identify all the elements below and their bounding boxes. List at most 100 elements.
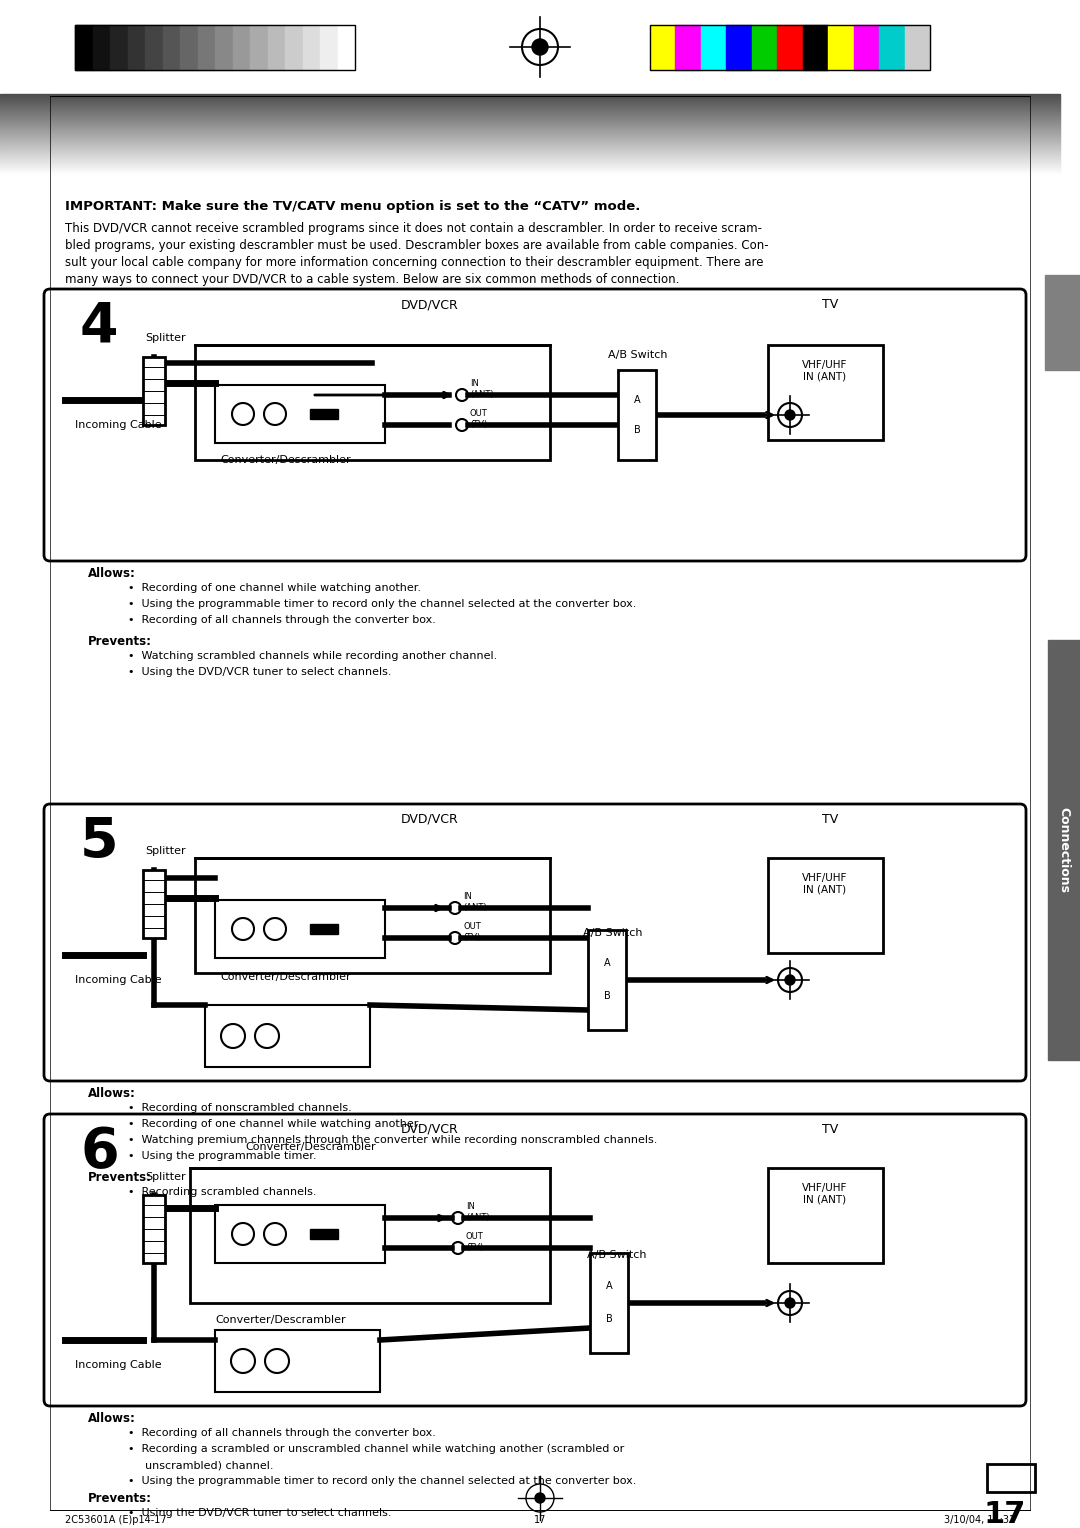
- Bar: [268, 24, 285, 70]
- Text: many ways to connect your DVD/VCR to a cable system. Below are six common method: many ways to connect your DVD/VCR to a c…: [65, 274, 679, 286]
- Text: OUT
(TV): OUT (TV): [465, 1232, 484, 1251]
- Text: unscrambled) channel.: unscrambled) channel.: [145, 1459, 273, 1470]
- Text: A/B Switch: A/B Switch: [588, 1250, 647, 1261]
- Text: •  Using the programmable timer to record only the channel selected at the conve: • Using the programmable timer to record…: [129, 599, 636, 610]
- Bar: [650, 24, 675, 70]
- Bar: [215, 900, 384, 958]
- Bar: [853, 24, 879, 70]
- Text: TV: TV: [822, 813, 838, 827]
- Bar: [249, 24, 268, 70]
- Bar: [310, 410, 338, 419]
- Text: Allows:: Allows:: [87, 1086, 136, 1100]
- Text: DVD/VCR: DVD/VCR: [401, 298, 459, 312]
- Bar: [590, 1253, 627, 1352]
- FancyBboxPatch shape: [44, 804, 1026, 1080]
- Bar: [768, 859, 883, 953]
- Bar: [302, 24, 320, 70]
- Circle shape: [221, 1024, 245, 1048]
- Text: A: A: [604, 958, 610, 969]
- Text: Incoming Cable: Incoming Cable: [75, 420, 162, 429]
- Circle shape: [231, 1349, 255, 1374]
- Bar: [752, 24, 778, 70]
- Bar: [143, 1195, 165, 1264]
- Text: 2C53601A (E)p14-17: 2C53601A (E)p14-17: [65, 1514, 166, 1525]
- Bar: [1045, 275, 1080, 370]
- Bar: [310, 924, 338, 934]
- Text: •  Using the programmable timer.: • Using the programmable timer.: [129, 1151, 316, 1161]
- Text: •  Recording of all channels through the converter box.: • Recording of all channels through the …: [129, 614, 436, 625]
- Bar: [145, 24, 162, 70]
- Text: DVD/VCR: DVD/VCR: [401, 1123, 459, 1135]
- Circle shape: [255, 1024, 279, 1048]
- Text: DVD/VCR: DVD/VCR: [401, 813, 459, 827]
- Bar: [143, 869, 165, 938]
- Circle shape: [785, 975, 795, 986]
- Text: OUT
(TV): OUT (TV): [470, 410, 488, 429]
- Text: Incoming Cable: Incoming Cable: [75, 1360, 162, 1371]
- Text: B: B: [634, 425, 640, 435]
- Text: IMPORTANT: Make sure the TV/CATV menu option is set to the “CATV” mode.: IMPORTANT: Make sure the TV/CATV menu op…: [65, 200, 640, 212]
- Bar: [1048, 640, 1080, 1060]
- Bar: [190, 1167, 550, 1303]
- Text: OUT
(TV): OUT (TV): [463, 923, 481, 941]
- Text: 5: 5: [80, 814, 119, 869]
- Bar: [768, 1167, 883, 1264]
- Bar: [198, 24, 215, 70]
- Text: Prevents:: Prevents:: [87, 1491, 152, 1505]
- Bar: [828, 24, 853, 70]
- Text: Splitter: Splitter: [145, 847, 186, 856]
- Text: •  Watching premium channels through the converter while recording nonscrambled : • Watching premium channels through the …: [129, 1135, 658, 1144]
- Text: Splitter: Splitter: [145, 1172, 186, 1183]
- Text: Splitter: Splitter: [145, 333, 186, 342]
- FancyBboxPatch shape: [44, 289, 1026, 561]
- Text: Converter/Descrambler: Converter/Descrambler: [215, 1316, 346, 1325]
- Bar: [75, 24, 93, 70]
- Bar: [205, 1005, 370, 1067]
- Text: B: B: [604, 992, 610, 1001]
- Text: 4: 4: [80, 299, 119, 354]
- Bar: [285, 24, 302, 70]
- Text: Connections: Connections: [1057, 807, 1070, 892]
- Text: A: A: [634, 396, 640, 405]
- Text: VHF/UHF
IN (ANT): VHF/UHF IN (ANT): [802, 872, 848, 894]
- Text: B: B: [606, 1314, 612, 1323]
- Bar: [675, 24, 701, 70]
- Text: VHF/UHF
IN (ANT): VHF/UHF IN (ANT): [802, 361, 848, 382]
- Circle shape: [264, 403, 286, 425]
- Text: A/B Switch: A/B Switch: [608, 350, 667, 361]
- Text: A/B Switch: A/B Switch: [583, 927, 643, 938]
- Text: TV: TV: [822, 1123, 838, 1135]
- Circle shape: [785, 1297, 795, 1308]
- Circle shape: [264, 1222, 286, 1245]
- Bar: [310, 1229, 338, 1239]
- Text: •  Recording of nonscrambled channels.: • Recording of nonscrambled channels.: [129, 1103, 352, 1112]
- Bar: [110, 24, 127, 70]
- Bar: [905, 24, 930, 70]
- Text: bled programs, your existing descrambler must be used. Descrambler boxes are ava: bled programs, your existing descrambler…: [65, 238, 769, 252]
- Bar: [727, 24, 752, 70]
- Text: 17: 17: [534, 1514, 546, 1525]
- Text: •  Using the DVD/VCR tuner to select channels.: • Using the DVD/VCR tuner to select chan…: [129, 1508, 391, 1517]
- Bar: [618, 370, 656, 460]
- Bar: [650, 24, 930, 70]
- Text: Incoming Cable: Incoming Cable: [75, 975, 162, 986]
- Text: IN
(ANT): IN (ANT): [470, 379, 494, 399]
- Text: This DVD/VCR cannot receive scrambled programs since it does not contain a descr: This DVD/VCR cannot receive scrambled pr…: [65, 222, 762, 235]
- Text: Prevents:: Prevents:: [87, 636, 152, 648]
- Bar: [768, 345, 883, 440]
- Bar: [215, 385, 384, 443]
- Text: •  Recording of all channels through the converter box.: • Recording of all channels through the …: [129, 1429, 436, 1438]
- Bar: [320, 24, 337, 70]
- Bar: [215, 24, 232, 70]
- Text: A: A: [606, 1280, 612, 1291]
- Bar: [701, 24, 727, 70]
- FancyBboxPatch shape: [44, 1114, 1026, 1406]
- Bar: [180, 24, 198, 70]
- Bar: [75, 24, 355, 70]
- Bar: [143, 358, 165, 425]
- Text: Prevents:: Prevents:: [87, 1170, 152, 1184]
- Bar: [195, 859, 550, 973]
- Text: Converter/Descrambler: Converter/Descrambler: [245, 1141, 376, 1152]
- Bar: [162, 24, 180, 70]
- Text: IN
(ANT): IN (ANT): [463, 892, 487, 912]
